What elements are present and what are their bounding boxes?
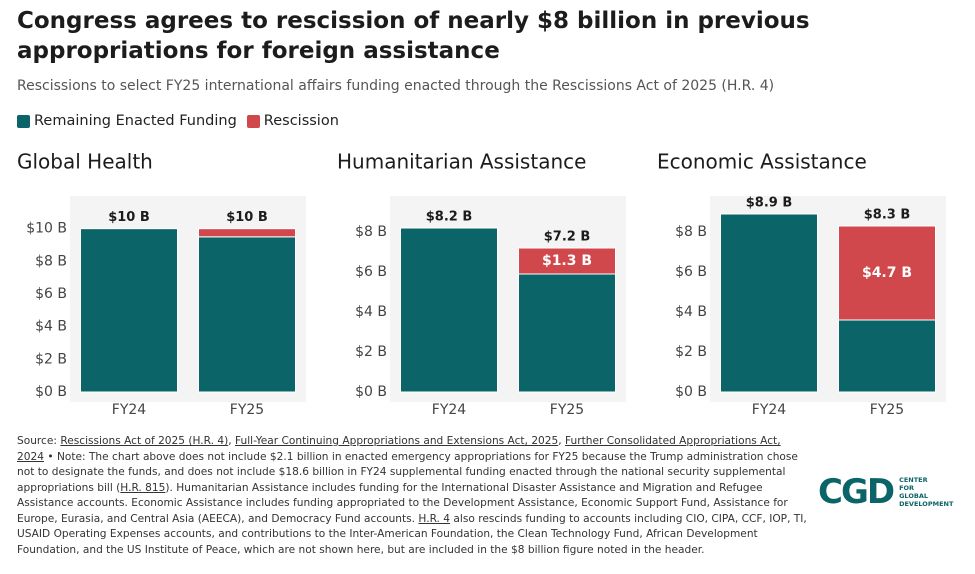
y-tick-label: $2 B [35, 351, 67, 367]
note-text: Source: [17, 435, 61, 447]
logo-name: CENTER FOR GLOBAL DEVELOPMENT [899, 476, 953, 508]
logo-name-line: GLOBAL [899, 492, 928, 500]
x-tick-label: FY25 [550, 402, 584, 418]
segment-label: $1.3 B [542, 253, 592, 269]
y-tick-label: $4 B [675, 304, 707, 320]
y-tick-label: $10 B [26, 221, 67, 237]
y-tick-label: $8 B [35, 253, 67, 269]
legend-swatch [246, 114, 260, 128]
note-text: also rescinds funding to accounts includ… [17, 512, 807, 556]
legend-item: Rescission [246, 113, 339, 129]
y-tick-label: $8 B [675, 224, 707, 240]
footer-note: Source: Rescissions Act of 2025 (H.R. 4)… [17, 434, 807, 558]
bar-segment [838, 319, 936, 393]
total-label: $10 B [108, 210, 150, 225]
total-label: $7.2 B [544, 230, 591, 245]
panel-title: Humanitarian Assistance [337, 150, 586, 174]
panel-title: Economic Assistance [657, 150, 867, 174]
y-tick-label: $6 B [35, 286, 67, 302]
note-text: ). Humanitarian Assistance includes fund… [17, 481, 788, 525]
logo-name-line: CENTER [899, 476, 928, 484]
x-tick-label: FY24 [432, 402, 467, 418]
panel-title: Global Health [17, 150, 153, 174]
x-tick-label: FY24 [752, 402, 787, 418]
bar-segment [80, 228, 178, 393]
y-tick-label: $0 B [675, 384, 707, 400]
note-text: , [558, 435, 566, 447]
bar-segment [720, 213, 818, 393]
segment-label: $4.7 B [862, 265, 912, 281]
bar-segment [198, 236, 296, 393]
charts: Global Health $0 B $2 B $4 B $6 B $8 B $10 B FY… [17, 150, 946, 418]
source-link: Rescissions Act of 2025 (H.R. 4) [60, 435, 229, 447]
bar-segment [400, 227, 498, 393]
total-label: $10 B [226, 210, 268, 225]
x-tick-label: FY24 [112, 402, 147, 418]
logo-name-line: DEVELOPMENT [899, 500, 954, 508]
logo-name-line: FOR [899, 484, 915, 492]
source-link: Further Consolidated Appropriations Act,… [17, 435, 781, 463]
total-label: $8.9 B [746, 196, 793, 211]
title: Congress agrees to rescission of nearly … [17, 8, 810, 64]
source-link: H.R. 4 [418, 512, 451, 525]
logo-mark: CGD [818, 472, 895, 512]
y-tick-label: $4 B [355, 304, 387, 320]
source-link: H.R. 815 [120, 481, 166, 494]
bar-segment [518, 247, 616, 275]
y-tick-label: $2 B [355, 344, 387, 360]
x-tick-label: FY25 [230, 402, 264, 418]
y-tick-label: $2 B [675, 344, 707, 360]
y-tick-label: $0 B [35, 384, 67, 400]
subtitle: Rescissions to select FY25 international… [17, 78, 775, 94]
legend: Remaining Enacted Funding Rescission [17, 113, 339, 129]
legend-swatch [17, 114, 30, 128]
y-tick-label: $6 B [675, 264, 707, 280]
y-tick-label: $0 B [355, 384, 387, 400]
legend-label: Remaining Enacted Funding [34, 113, 237, 129]
source-link: Full-Year Continuing Appropriations and … [235, 435, 559, 447]
bar-segment [198, 228, 296, 238]
note-text: • Note: The chart above does not include… [17, 450, 798, 494]
y-tick-label: $6 B [355, 264, 387, 280]
bar-segment [838, 225, 936, 321]
y-tick-label: $8 B [355, 224, 387, 240]
note-text: , [228, 435, 236, 447]
legend-item: Remaining Enacted Funding [17, 113, 237, 129]
logo: CGD CENTER FOR GLOBAL DEVELOPMENT [818, 472, 953, 512]
total-label: $8.2 B [426, 210, 473, 225]
y-tick-label: $4 B [35, 319, 67, 335]
bar-segment [518, 273, 616, 393]
total-label: $8.3 B [864, 208, 911, 223]
legend-label: Rescission [263, 113, 339, 129]
x-tick-label: FY25 [870, 402, 904, 418]
